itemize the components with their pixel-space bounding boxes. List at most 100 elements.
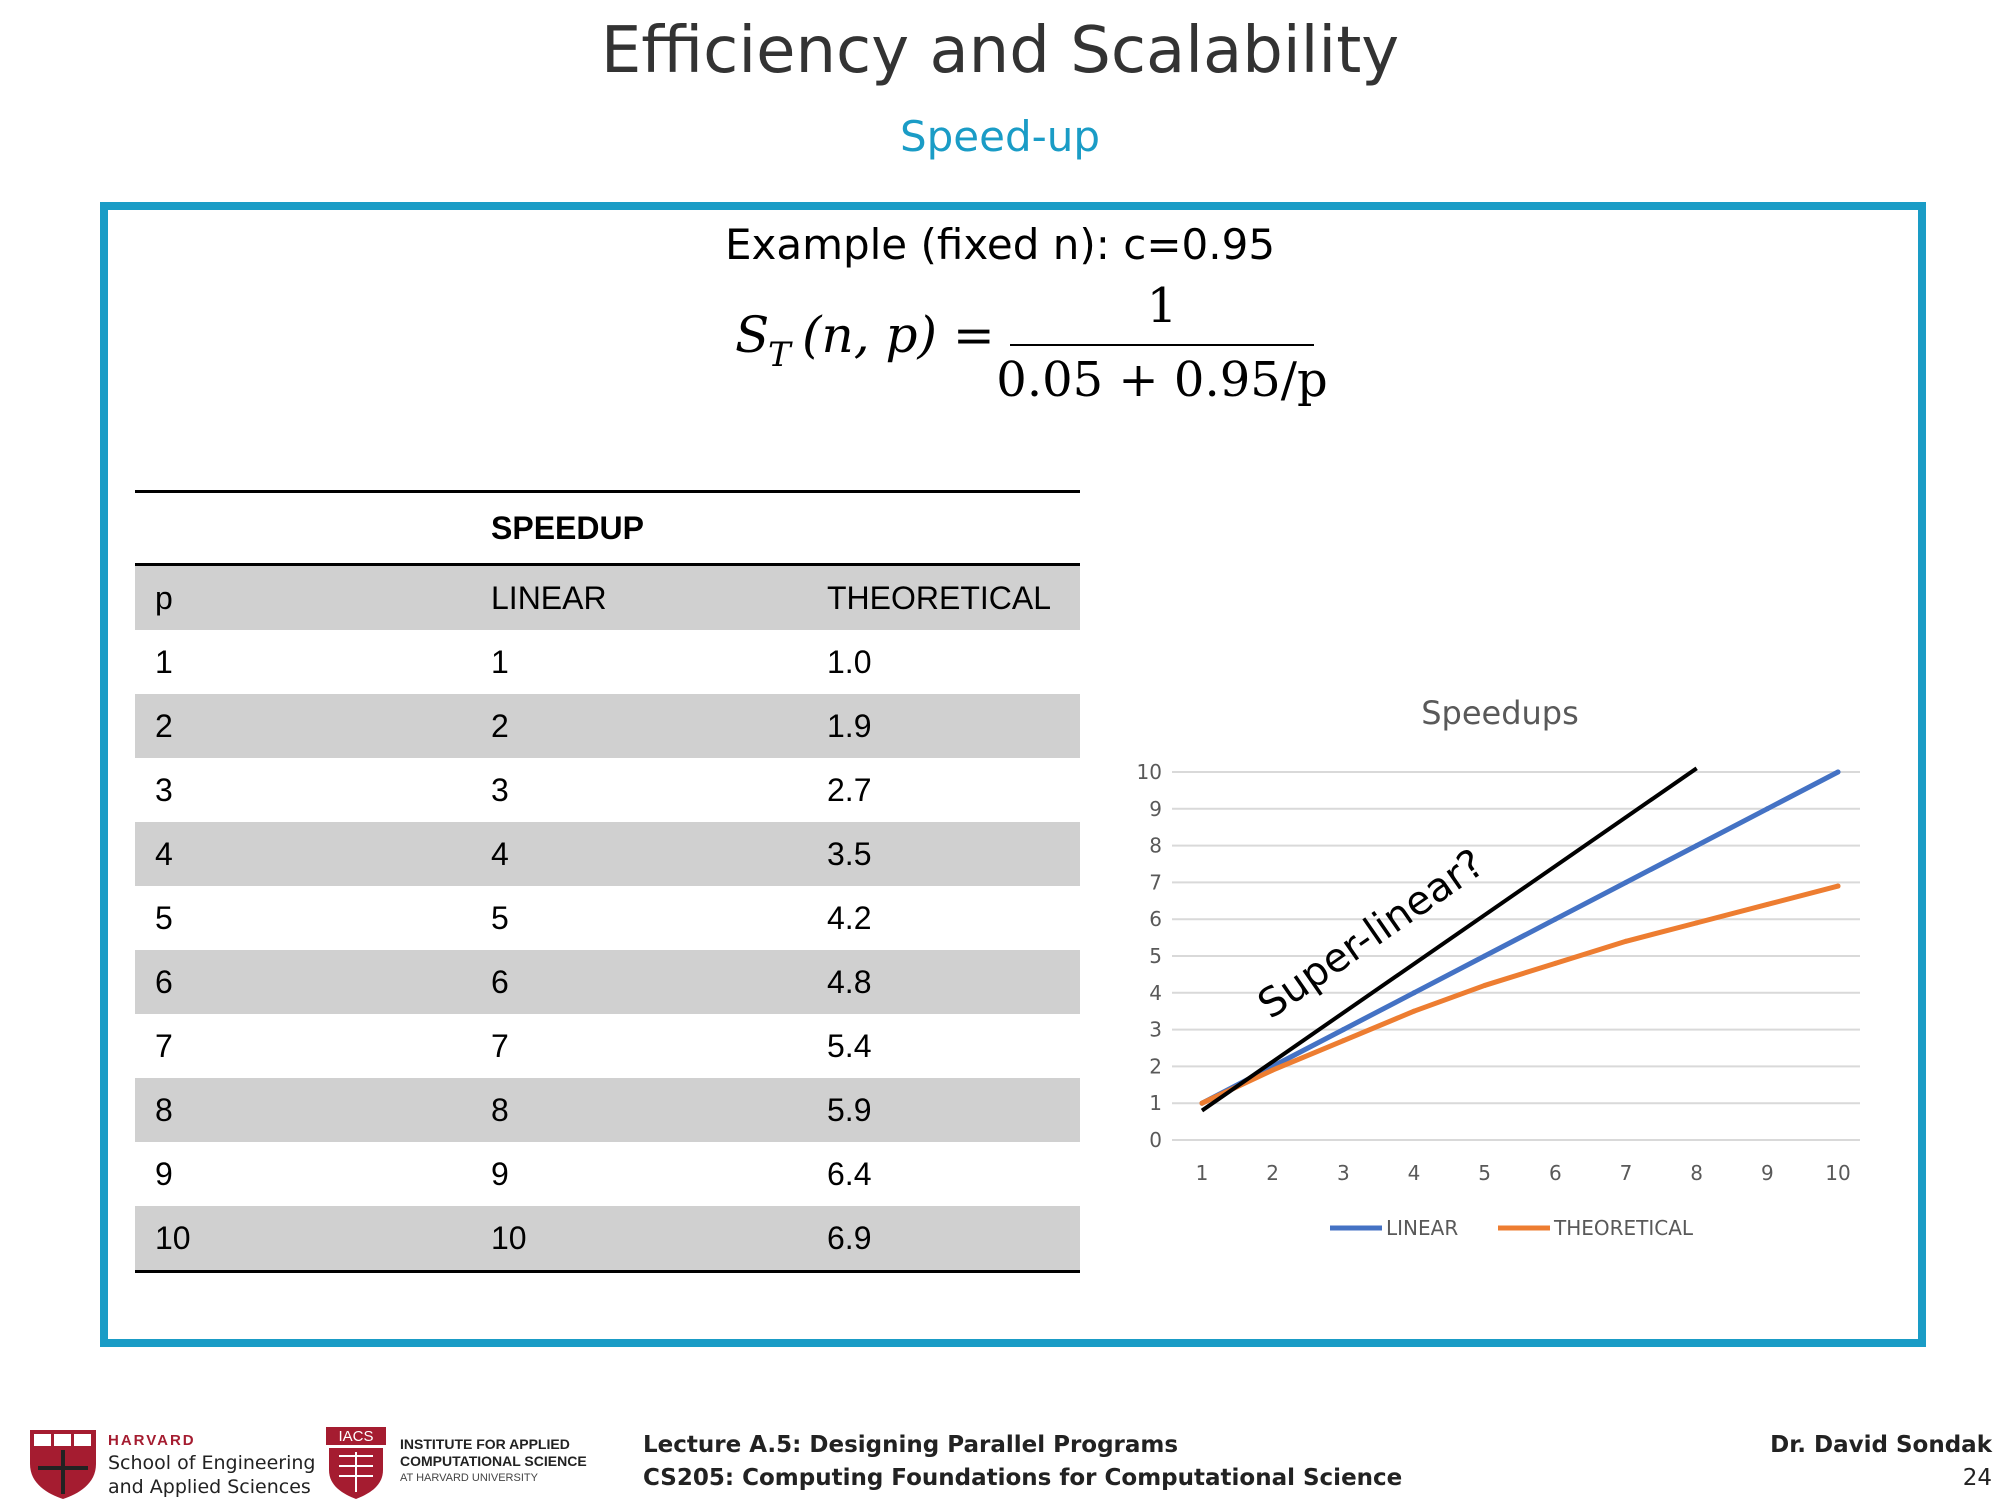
data-point xyxy=(1411,1008,1417,1014)
table-row: 9 9 6.4 xyxy=(135,1142,1080,1206)
seas-line2: and Applied Sciences xyxy=(108,1476,311,1498)
speedup-table: SPEEDUP p LINEAR THEORETICAL 1 1 1.0 2 2 1.9 3… xyxy=(135,490,1080,1273)
formula-lhs-sub: T xyxy=(768,335,793,375)
cell-theoretical: 1.0 xyxy=(827,643,872,680)
x-tick-label: 5 xyxy=(1478,1161,1491,1185)
harvard-seas-logo xyxy=(30,1430,96,1499)
y-tick-label: 3 xyxy=(1149,1018,1162,1042)
footer-author: Dr. David Sondak xyxy=(1770,1432,1992,1458)
cell-linear: 9 xyxy=(491,1155,509,1192)
cell-linear: 7 xyxy=(491,1027,509,1064)
iacs-line2: COMPUTATIONAL SCIENCE xyxy=(400,1453,587,1469)
example-label: Example (fixed n): c=0.95 xyxy=(724,220,1276,269)
cell-linear: 1 xyxy=(491,643,509,680)
data-point xyxy=(1482,953,1488,959)
x-tick-label: 4 xyxy=(1408,1161,1421,1185)
series-line-linear xyxy=(1199,769,1841,1106)
data-point xyxy=(1482,982,1488,988)
content-frame xyxy=(100,202,1926,1347)
legend-label-linear: LINEAR xyxy=(1386,1216,1458,1240)
footer-lecture: Lecture A.5: Designing Parallel Programs xyxy=(643,1432,1179,1458)
iacs-line3: AT HARVARD UNIVERSITY xyxy=(400,1472,538,1484)
cell-p: 2 xyxy=(135,694,471,758)
column-header-linear: LINEAR xyxy=(471,563,807,630)
table-column-header-row: p LINEAR THEORETICAL xyxy=(135,563,1080,630)
slide-subtitle: Speed-up xyxy=(899,112,1101,161)
cell-p: 10 xyxy=(135,1206,471,1273)
data-point xyxy=(1694,843,1700,849)
y-tick-label: 7 xyxy=(1149,870,1162,894)
cell-linear: 6 xyxy=(471,950,807,1014)
chart-title: Speedups xyxy=(1421,694,1579,732)
table-row: 4 4 3.5 xyxy=(135,822,1080,886)
x-tick-label: 3 xyxy=(1337,1161,1350,1185)
table-row: 7 7 5.4 xyxy=(135,1014,1080,1078)
table-row: 1 1 1.0 xyxy=(135,630,1080,694)
data-point xyxy=(1835,883,1841,889)
y-tick-label: 1 xyxy=(1149,1091,1162,1115)
y-tick-label: 6 xyxy=(1149,907,1162,931)
cell-linear: 4 xyxy=(471,822,807,886)
cell-theoretical: 6.9 xyxy=(807,1206,1080,1273)
slide-title: Efficiency and Scalability xyxy=(600,14,1400,88)
chart-gridlines xyxy=(1172,771,1860,1141)
cell-p: 6 xyxy=(135,950,471,1014)
cell-linear: 3 xyxy=(491,771,509,808)
cell-linear: 2 xyxy=(471,694,807,758)
table-row: 3 3 2.7 xyxy=(135,758,1080,822)
table-row: 10 10 6.9 xyxy=(135,1206,1080,1273)
data-point xyxy=(1552,916,1558,922)
cell-theoretical: 4.8 xyxy=(807,950,1080,1014)
cell-p: 5 xyxy=(155,899,173,936)
seas-line1: School of Engineering xyxy=(108,1452,316,1474)
x-tick-label: 2 xyxy=(1266,1161,1279,1185)
cell-p: 7 xyxy=(155,1027,173,1064)
formula-lhs-args: (n, p) = xyxy=(802,306,995,364)
chart-legend: LINEAR THEORETICAL xyxy=(1330,1216,1694,1240)
footer-course: CS205: Computing Foundations for Computa… xyxy=(643,1465,1403,1491)
formula-numerator: 1 xyxy=(1147,278,1178,334)
y-tick-label: 2 xyxy=(1149,1054,1162,1078)
data-point xyxy=(1764,901,1770,907)
column-header-theoretical: THEORETICAL xyxy=(807,563,1080,630)
data-point xyxy=(1270,1067,1276,1073)
cell-theoretical: 6.4 xyxy=(827,1155,872,1192)
x-tick-label: 8 xyxy=(1690,1161,1703,1185)
cell-theoretical: 5.4 xyxy=(827,1027,872,1064)
cell-theoretical: 1.9 xyxy=(807,694,1080,758)
data-point xyxy=(1411,990,1417,996)
table-group-header: SPEEDUP xyxy=(471,490,807,565)
data-point xyxy=(1552,960,1558,966)
data-point xyxy=(1694,920,1700,926)
x-tick-label: 6 xyxy=(1549,1161,1562,1185)
table-row: 8 8 5.9 xyxy=(135,1078,1080,1142)
data-point xyxy=(1340,1038,1346,1044)
table-row: 2 2 1.9 xyxy=(135,694,1080,758)
y-tick-label: 4 xyxy=(1149,981,1162,1005)
speedup-formula: S T (n, p) = 1 0.05 + 0.95/p xyxy=(735,278,1328,408)
chart-annotation: Super-linear? xyxy=(1200,766,1698,1113)
chart-series xyxy=(1199,769,1841,1106)
data-point xyxy=(1764,806,1770,812)
cell-theoretical: 5.9 xyxy=(807,1078,1080,1142)
cell-theoretical: 4.2 xyxy=(827,899,872,936)
iacs-badge-text: IACS xyxy=(338,1428,373,1445)
y-tick-label: 10 xyxy=(1137,760,1162,784)
table-row: 6 6 4.8 xyxy=(135,950,1080,1014)
table-group-header-row: SPEEDUP xyxy=(135,490,1080,565)
cell-p: 3 xyxy=(155,771,173,808)
cell-theoretical: 2.7 xyxy=(827,771,872,808)
data-point xyxy=(1623,938,1629,944)
iacs-logo: IACS xyxy=(326,1427,386,1499)
table-row: 5 5 4.2 xyxy=(135,886,1080,950)
data-point xyxy=(1199,1100,1205,1106)
iacs-line1: INSTITUTE FOR APPLIED xyxy=(400,1436,570,1452)
column-header-p: p xyxy=(135,563,471,630)
super-linear-line xyxy=(1200,766,1698,1113)
cell-p: 8 xyxy=(135,1078,471,1142)
harvard-word: HARVARD xyxy=(108,1432,196,1449)
data-point xyxy=(1340,1027,1346,1033)
x-tick-label: 9 xyxy=(1761,1161,1774,1185)
x-tick-label: 1 xyxy=(1196,1161,1209,1185)
y-tick-label: 0 xyxy=(1149,1128,1162,1152)
